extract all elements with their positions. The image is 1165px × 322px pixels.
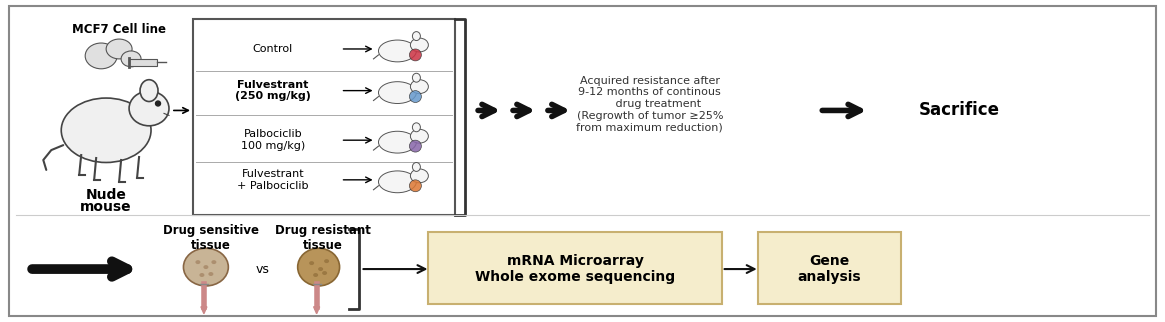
Ellipse shape (409, 49, 422, 61)
Ellipse shape (412, 163, 421, 171)
FancyBboxPatch shape (429, 232, 721, 304)
Polygon shape (313, 307, 319, 314)
Ellipse shape (140, 80, 158, 101)
Ellipse shape (209, 272, 213, 276)
Text: mRNA Microarray
Whole exome sequencing: mRNA Microarray Whole exome sequencing (475, 254, 675, 284)
Text: Sacrifice: Sacrifice (918, 101, 1000, 119)
Text: vs: vs (256, 262, 270, 276)
Ellipse shape (410, 169, 429, 183)
Ellipse shape (313, 273, 318, 277)
Ellipse shape (412, 123, 421, 132)
Text: MCF7 Cell line: MCF7 Cell line (72, 23, 167, 36)
Text: Drug resistant
tissue: Drug resistant tissue (275, 224, 370, 252)
Ellipse shape (410, 129, 429, 143)
Ellipse shape (322, 271, 327, 275)
Ellipse shape (412, 73, 421, 82)
Ellipse shape (121, 51, 141, 67)
Ellipse shape (85, 43, 118, 69)
Ellipse shape (379, 131, 416, 153)
Ellipse shape (409, 180, 422, 192)
Text: mouse: mouse (80, 200, 132, 214)
Ellipse shape (204, 265, 209, 269)
Ellipse shape (324, 259, 329, 263)
Text: Fulvestrant
(250 mg/kg): Fulvestrant (250 mg/kg) (235, 80, 311, 101)
Text: Drug sensitive
tissue: Drug sensitive tissue (163, 224, 259, 252)
Ellipse shape (409, 140, 422, 152)
Ellipse shape (155, 101, 161, 106)
FancyBboxPatch shape (193, 19, 456, 214)
Ellipse shape (409, 90, 422, 102)
Ellipse shape (183, 248, 228, 286)
Text: Palbociclib
100 mg/kg): Palbociclib 100 mg/kg) (241, 129, 305, 151)
FancyBboxPatch shape (757, 232, 902, 304)
Text: Acquired resistance after
9-12 months of continous
     drug treatment
(Regrowth: Acquired resistance after 9-12 months of… (577, 76, 723, 132)
Polygon shape (200, 307, 207, 314)
Ellipse shape (379, 40, 416, 62)
Ellipse shape (318, 267, 323, 271)
Text: Control: Control (253, 44, 292, 54)
Text: Fulvestrant
+ Palbociclib: Fulvestrant + Palbociclib (236, 169, 309, 191)
Text: Nude: Nude (86, 188, 127, 202)
Ellipse shape (298, 248, 339, 286)
Ellipse shape (196, 260, 200, 264)
Ellipse shape (211, 260, 217, 264)
Ellipse shape (379, 82, 416, 103)
Ellipse shape (412, 32, 421, 41)
FancyBboxPatch shape (9, 6, 1156, 316)
Ellipse shape (199, 273, 204, 277)
Ellipse shape (379, 171, 416, 193)
Ellipse shape (309, 261, 315, 265)
Text: Gene
analysis: Gene analysis (798, 254, 861, 284)
FancyBboxPatch shape (129, 59, 157, 66)
Ellipse shape (106, 39, 132, 59)
Ellipse shape (62, 98, 151, 163)
Ellipse shape (410, 38, 429, 52)
Ellipse shape (129, 91, 169, 126)
Ellipse shape (410, 80, 429, 94)
